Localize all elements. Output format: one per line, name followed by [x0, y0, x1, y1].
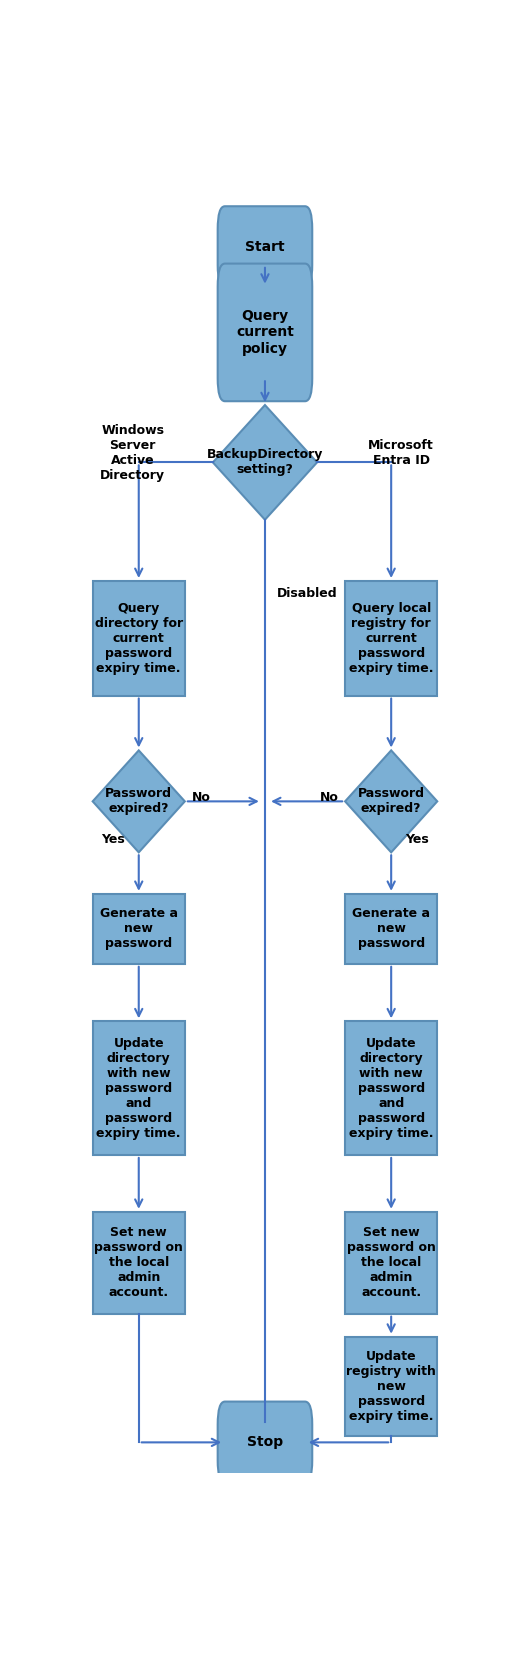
Bar — [345, 894, 437, 963]
Text: Update
registry with
new
password
expiry time.: Update registry with new password expiry… — [346, 1350, 436, 1423]
Bar — [93, 894, 185, 963]
Polygon shape — [345, 750, 437, 852]
Text: Password
expired?: Password expired? — [358, 788, 424, 816]
Text: Yes: Yes — [101, 832, 125, 846]
Text: No: No — [191, 791, 210, 804]
Text: Password
expired?: Password expired? — [105, 788, 172, 816]
Bar — [345, 1211, 437, 1314]
Text: Start: Start — [245, 240, 285, 253]
Text: Yes: Yes — [405, 832, 429, 846]
Text: No: No — [320, 791, 339, 804]
Text: Query
current
policy: Query current policy — [236, 309, 294, 356]
Text: Update
directory
with new
password
and
password
expiry time.: Update directory with new password and p… — [349, 1036, 433, 1140]
Text: Query
directory for
current
password
expiry time.: Query directory for current password exp… — [95, 602, 183, 675]
Text: Disabled: Disabled — [277, 588, 338, 601]
FancyBboxPatch shape — [218, 1402, 312, 1483]
Text: Set new
password on
the local
admin
account.: Set new password on the local admin acco… — [94, 1226, 183, 1299]
Polygon shape — [93, 750, 185, 852]
Bar — [345, 581, 437, 695]
Text: Update
directory
with new
password
and
password
expiry time.: Update directory with new password and p… — [97, 1036, 181, 1140]
Text: Stop: Stop — [247, 1435, 283, 1450]
Text: BackupDirectory
setting?: BackupDirectory setting? — [207, 449, 323, 477]
Bar — [93, 1021, 185, 1155]
FancyBboxPatch shape — [218, 207, 312, 288]
Bar — [345, 1337, 437, 1437]
Text: Set new
password on
the local
admin
account.: Set new password on the local admin acco… — [347, 1226, 436, 1299]
Text: Windows
Server
Active
Directory: Windows Server Active Directory — [100, 424, 165, 483]
Text: Generate a
new
password: Generate a new password — [352, 907, 430, 950]
Bar — [93, 581, 185, 695]
Polygon shape — [213, 405, 317, 520]
Bar — [345, 1021, 437, 1155]
Text: Query local
registry for
current
password
expiry time.: Query local registry for current passwor… — [349, 602, 433, 675]
Text: Microsoft
Entra ID: Microsoft Entra ID — [368, 440, 434, 467]
FancyBboxPatch shape — [218, 263, 312, 401]
Bar — [93, 1211, 185, 1314]
Text: Generate a
new
password: Generate a new password — [100, 907, 178, 950]
